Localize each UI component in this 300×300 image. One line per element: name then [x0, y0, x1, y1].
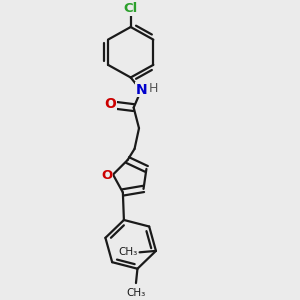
Text: O: O	[104, 98, 116, 111]
Text: Cl: Cl	[124, 2, 138, 15]
Text: CH₃: CH₃	[118, 247, 137, 257]
Text: N: N	[136, 83, 148, 97]
Text: H: H	[149, 82, 158, 95]
Text: CH₃: CH₃	[126, 288, 146, 298]
Text: O: O	[101, 169, 113, 182]
